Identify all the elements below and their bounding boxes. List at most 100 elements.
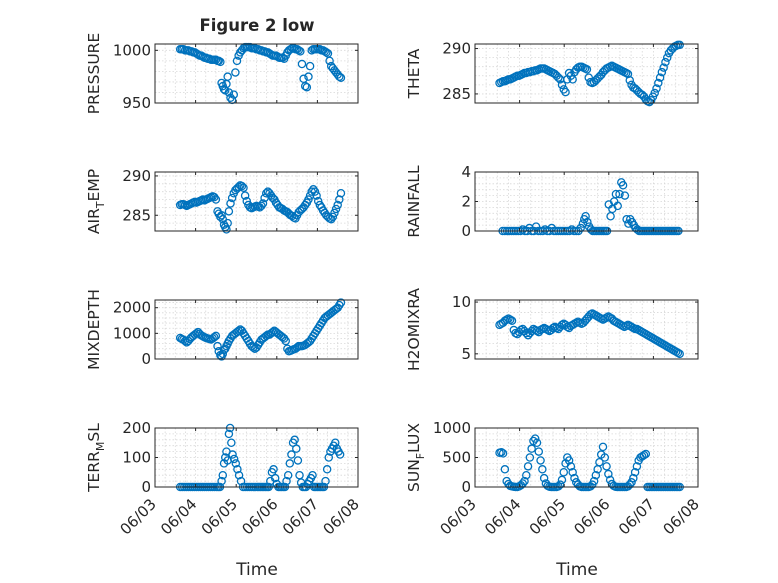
- y-axis-label: PRESSURE: [85, 33, 103, 115]
- data-point: [531, 222, 541, 231]
- x-axis-label-right: Time: [555, 560, 598, 580]
- data-point: [625, 76, 635, 85]
- y-tick-label: 4: [461, 163, 471, 181]
- y-tick-label: 10: [452, 293, 471, 311]
- data-point: [675, 349, 684, 359]
- data-point: [304, 72, 313, 81]
- x-tick-label: 06/05: [198, 495, 241, 538]
- data-point: [322, 465, 332, 474]
- data-point: [224, 88, 234, 97]
- data-point: [568, 467, 577, 477]
- data-point: [213, 341, 222, 351]
- data-point: [218, 349, 228, 359]
- y-axis-label: THETA: [405, 48, 423, 99]
- data-point: [600, 453, 610, 462]
- data-point: [589, 476, 599, 486]
- data-point: [331, 204, 341, 214]
- data-point: [522, 470, 531, 480]
- data-point: [296, 47, 305, 56]
- y-tick-label: 100: [122, 449, 151, 467]
- x-tick-label: 06/05: [526, 495, 569, 538]
- data-point: [595, 457, 604, 467]
- data-point: [557, 80, 567, 90]
- data-point: [234, 326, 243, 336]
- data-point: [330, 208, 339, 218]
- data-point: [652, 84, 661, 93]
- data-point: [627, 478, 636, 487]
- data-point: [312, 191, 321, 200]
- axes-frame: [154, 299, 359, 360]
- x-tick-label: 06/03: [437, 495, 480, 538]
- subplot-4: 0 2 4 RAINFALL: [405, 163, 699, 240]
- data-point: [297, 59, 307, 69]
- y-axis-label: MIXDEPTH: [85, 289, 103, 370]
- data-point: [576, 223, 585, 233]
- data-point: [324, 453, 334, 462]
- x-axis-label-left: Time: [235, 560, 278, 580]
- data-point: [520, 476, 529, 486]
- data-point: [570, 473, 579, 483]
- subplot-6: 5 10 H2OMIXRA: [405, 288, 699, 371]
- data-point: [229, 90, 239, 99]
- data-point: [321, 476, 330, 486]
- data-point: [304, 195, 313, 204]
- data-point: [308, 470, 317, 480]
- data-point: [659, 63, 668, 72]
- x-tick-label: 06/04: [481, 495, 524, 538]
- data-point: [527, 444, 536, 453]
- data-point: [234, 182, 243, 192]
- x-tick-label: 06/08: [320, 495, 363, 538]
- data-point: [239, 183, 248, 192]
- data-point: [229, 454, 239, 464]
- data-point: [240, 191, 250, 200]
- subplot-7: 0 100 200 TERRMSL 06/0306/0406/0506/0606/070…: [85, 419, 363, 538]
- data-point: [270, 473, 280, 483]
- data-point: [211, 331, 221, 341]
- y-tick-label: 290: [442, 40, 471, 58]
- data-point: [294, 46, 303, 55]
- y-axis-label: SUNFLUX: [405, 423, 427, 492]
- data-point: [650, 88, 659, 98]
- y-axis-label: RAINFALL: [405, 165, 423, 238]
- y-axis-label: H2OMIXRA: [405, 288, 423, 371]
- data-point: [224, 207, 234, 216]
- axes-frame: [474, 43, 699, 104]
- data-point: [258, 199, 268, 208]
- data-point: [281, 336, 290, 346]
- data-point: [641, 449, 651, 459]
- subplot-5: 0 1000 2000 MIXDEPTH: [85, 289, 359, 370]
- data-point: [218, 470, 228, 480]
- data-point: [226, 199, 235, 208]
- data-point: [335, 450, 345, 459]
- data-point: [290, 435, 299, 445]
- data-point: [224, 429, 234, 439]
- data-point: [598, 442, 608, 452]
- y-tick-label: 200: [122, 419, 151, 437]
- data-point: [602, 462, 611, 471]
- axes-frame: [154, 171, 359, 232]
- data-point: [237, 181, 247, 191]
- y-tick-label: 285: [442, 85, 471, 103]
- data-point: [538, 465, 547, 474]
- axes-frame: [474, 299, 699, 360]
- y-tick-label: 285: [122, 206, 151, 224]
- data-point: [564, 456, 574, 465]
- data-point: [322, 48, 331, 57]
- data-point: [293, 456, 303, 465]
- data-point: [554, 482, 563, 491]
- data-point: [522, 328, 531, 338]
- data-point: [654, 78, 663, 88]
- data-point: [180, 336, 190, 346]
- data-point: [236, 476, 246, 486]
- data-point: [217, 476, 226, 486]
- data-point: [336, 188, 346, 198]
- data-point: [325, 56, 334, 66]
- y-tick-label: 5: [461, 345, 471, 363]
- data-point: [282, 476, 291, 486]
- y-tick-label: 0: [461, 478, 471, 496]
- data-point: [662, 53, 672, 62]
- data-point: [532, 438, 542, 447]
- x-tick-label: 06/03: [117, 495, 160, 538]
